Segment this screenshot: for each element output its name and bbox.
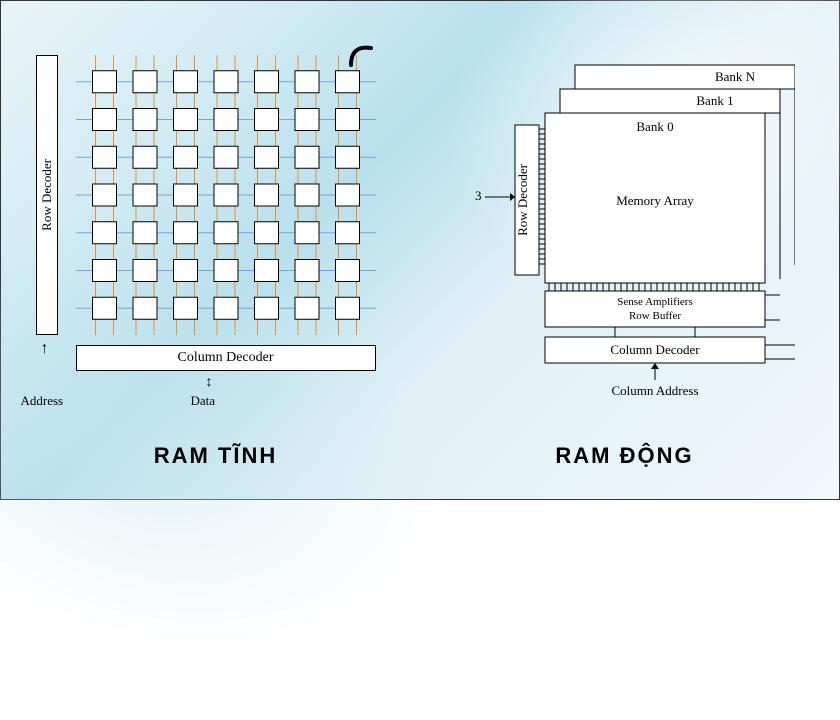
svg-text:Bank 0: Bank 0 bbox=[636, 119, 673, 134]
memory-cell bbox=[254, 108, 278, 130]
svg-text:Sense Amplifiers: Sense Amplifiers bbox=[617, 296, 692, 308]
memory-cell bbox=[335, 146, 359, 168]
sram-data-label: Data bbox=[191, 393, 216, 409]
svg-text:Column Decoder: Column Decoder bbox=[610, 342, 700, 357]
memory-cell bbox=[335, 259, 359, 281]
memory-cell bbox=[254, 259, 278, 281]
data-arrow-icon: ↕ bbox=[206, 373, 213, 389]
sram-diagram-area: Row Decoder Column Decoder ↑ Address ↕ D… bbox=[31, 21, 400, 428]
memory-cell bbox=[295, 184, 319, 206]
memory-cell bbox=[92, 259, 116, 281]
memory-cell bbox=[254, 297, 278, 319]
memory-cell bbox=[335, 221, 359, 243]
memory-cell bbox=[173, 259, 197, 281]
memory-cell bbox=[295, 108, 319, 130]
memory-cell bbox=[335, 108, 359, 130]
memory-cell bbox=[254, 146, 278, 168]
memory-cell bbox=[335, 70, 359, 92]
memory-cell bbox=[214, 259, 238, 281]
memory-cell bbox=[295, 259, 319, 281]
svg-text:Row Buffer: Row Buffer bbox=[628, 310, 680, 322]
sram-grid-svg bbox=[76, 55, 376, 335]
memory-cell bbox=[295, 297, 319, 319]
dram-panel: Bank N Bank 1 Row Decoder 3 Bank 0 Memory Arr… bbox=[440, 21, 809, 469]
memory-cell bbox=[92, 221, 116, 243]
memory-cell bbox=[133, 297, 157, 319]
svg-text:Bank N: Bank N bbox=[714, 69, 755, 84]
memory-cell bbox=[295, 70, 319, 92]
sram-column-decoder: Column Decoder bbox=[76, 345, 376, 371]
sram-row-decoder-label: Row Decoder bbox=[39, 159, 55, 231]
memory-cell bbox=[214, 146, 238, 168]
memory-cell bbox=[295, 146, 319, 168]
memory-cell bbox=[214, 184, 238, 206]
memory-cell bbox=[92, 146, 116, 168]
svg-text:3: 3 bbox=[475, 188, 482, 203]
memory-cell bbox=[295, 221, 319, 243]
sram-column-decoder-label: Column Decoder bbox=[177, 350, 273, 366]
memory-cell bbox=[254, 221, 278, 243]
sram-diagram: Row Decoder Column Decoder ↑ Address ↕ D… bbox=[36, 35, 396, 415]
memory-cell bbox=[214, 297, 238, 319]
memory-cell bbox=[92, 70, 116, 92]
memory-cell bbox=[133, 221, 157, 243]
curl-icon bbox=[346, 40, 376, 70]
memory-cell bbox=[133, 259, 157, 281]
memory-cell bbox=[173, 221, 197, 243]
memory-cell bbox=[92, 108, 116, 130]
memory-cell bbox=[92, 297, 116, 319]
memory-cell bbox=[173, 70, 197, 92]
memory-cell bbox=[214, 221, 238, 243]
bank-n-box bbox=[575, 65, 795, 89]
memory-cell bbox=[335, 184, 359, 206]
sram-cell-grid bbox=[76, 55, 376, 335]
memory-cell bbox=[92, 184, 116, 206]
memory-cell bbox=[173, 297, 197, 319]
sram-caption: RAM TĨNH bbox=[154, 443, 278, 469]
sram-address-label: Address bbox=[21, 393, 64, 409]
memory-cell bbox=[335, 297, 359, 319]
memory-cell bbox=[133, 184, 157, 206]
dram-diagram-area: Bank N Bank 1 Row Decoder 3 Bank 0 Memory Arr… bbox=[440, 21, 809, 428]
address-arrow-icon: ↑ bbox=[41, 340, 49, 358]
svg-text:Column Address: Column Address bbox=[611, 383, 698, 398]
memory-cell bbox=[254, 70, 278, 92]
memory-cell bbox=[133, 108, 157, 130]
sram-row-decoder: Row Decoder bbox=[36, 55, 58, 335]
dram-caption: RAM ĐỘNG bbox=[555, 443, 693, 469]
dram-diagram: Bank N Bank 1 Row Decoder 3 Bank 0 Memory Arr… bbox=[455, 35, 795, 415]
memory-cell bbox=[254, 184, 278, 206]
main-container: Row Decoder Column Decoder ↑ Address ↕ D… bbox=[1, 1, 839, 499]
memory-cell bbox=[173, 184, 197, 206]
sram-panel: Row Decoder Column Decoder ↑ Address ↕ D… bbox=[31, 21, 400, 469]
bank-1-box bbox=[560, 89, 780, 113]
svg-text:Memory Array: Memory Array bbox=[616, 193, 694, 208]
memory-cell bbox=[133, 70, 157, 92]
memory-cell bbox=[214, 70, 238, 92]
memory-cell bbox=[133, 146, 157, 168]
dram-svg: Bank N Bank 1 Row Decoder 3 Bank 0 Memory Arr… bbox=[455, 35, 795, 415]
memory-cell bbox=[173, 146, 197, 168]
memory-cell bbox=[214, 108, 238, 130]
svg-text:Row Decoder: Row Decoder bbox=[515, 163, 530, 236]
memory-cell bbox=[173, 108, 197, 130]
svg-text:Bank 1: Bank 1 bbox=[696, 93, 733, 108]
